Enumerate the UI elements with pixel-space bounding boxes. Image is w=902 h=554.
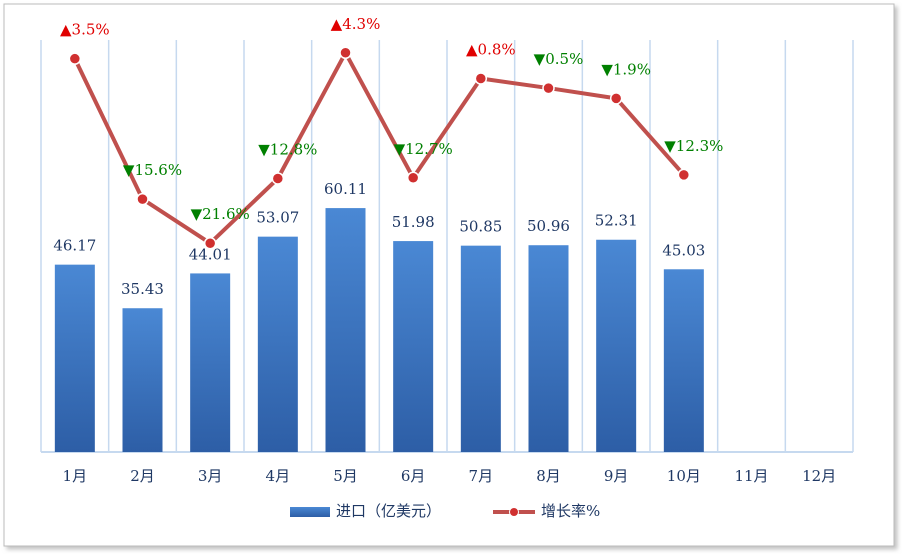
x-tick-label: 12月 [802,467,836,485]
x-tick-label: 6月 [401,467,426,485]
bar [663,269,704,452]
line-label: ▲4.3% [331,15,381,33]
bar-label: 50.85 [459,218,502,236]
x-tick-label: 11月 [734,467,768,485]
bar-label: 51.98 [392,213,435,231]
bar-label: 60.11 [324,180,367,198]
line-label: ▼12.8% [258,141,317,159]
bar [325,208,366,452]
line-label: ▲3.5% [60,21,110,39]
x-tick-label: 9月 [604,467,629,485]
line-label: ▼15.6% [123,161,182,179]
bar [257,236,298,452]
line-marker [339,46,352,60]
legend-swatch [290,507,330,517]
bar [460,245,501,452]
line-marker [68,52,82,65]
bar-label: 44.01 [189,245,232,263]
legend-swatch [509,507,519,517]
line-marker [542,81,555,95]
x-tick-label: 1月 [63,467,88,485]
line-marker [677,168,691,182]
line-label: ▼0.5% [534,50,584,68]
bar [393,241,434,452]
x-tick-label: 3月 [198,467,223,485]
frame [3,3,895,547]
bar-label: 53.07 [256,209,299,227]
line-marker [136,192,149,206]
bar [54,264,95,452]
legend-label: 增长率% [541,502,600,520]
line-marker [609,92,623,105]
bar [190,273,231,452]
line-label: ▼12.7% [394,140,453,158]
legend-label: 进口（亿美元） [336,502,441,520]
line-label: ▼21.6% [191,205,250,223]
x-tick-label: 2月 [130,467,155,485]
line-marker [474,72,488,85]
line-marker [203,236,217,250]
line-label: ▲0.8% [466,41,516,59]
line-marker [271,172,285,185]
line-label: ▼12.3% [664,137,723,155]
x-tick-label: 5月 [333,467,358,485]
bar-label: 45.03 [662,241,705,259]
x-tick-label: 4月 [266,467,291,485]
line-marker [406,171,420,185]
bar [528,245,569,452]
line-label: ▼1.9% [601,60,651,78]
x-tick-label: 7月 [469,467,494,485]
bar [122,308,163,452]
x-tick-label: 10月 [667,467,701,485]
bar-label: 35.43 [121,280,164,298]
bar-label: 52.31 [595,212,638,230]
bar-label: 50.96 [527,217,570,235]
line [73,50,686,246]
x-tick-label: 8月 [536,467,561,485]
bar [596,239,637,452]
bar-label: 46.17 [53,237,96,255]
